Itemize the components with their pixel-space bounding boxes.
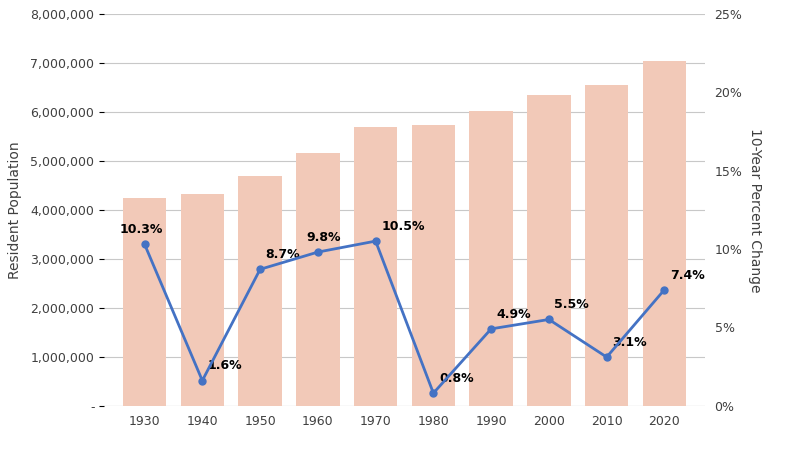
Text: 0.8%: 0.8% bbox=[439, 372, 473, 385]
Bar bbox=[527, 95, 570, 406]
Bar bbox=[354, 127, 397, 406]
Bar bbox=[585, 85, 628, 406]
Y-axis label: 10-Year Percent Change: 10-Year Percent Change bbox=[748, 128, 762, 292]
Text: 7.4%: 7.4% bbox=[670, 269, 705, 282]
Text: 4.9%: 4.9% bbox=[497, 308, 531, 321]
Text: 10.3%: 10.3% bbox=[119, 223, 163, 236]
Text: 9.8%: 9.8% bbox=[307, 231, 341, 244]
Bar bbox=[296, 154, 340, 406]
Bar bbox=[181, 194, 224, 406]
Text: 5.5%: 5.5% bbox=[554, 298, 590, 311]
Bar bbox=[123, 197, 167, 406]
Bar bbox=[642, 61, 686, 406]
Bar bbox=[469, 111, 513, 406]
Y-axis label: Resident Population: Resident Population bbox=[8, 141, 22, 278]
Bar bbox=[239, 176, 282, 406]
Text: 8.7%: 8.7% bbox=[266, 248, 300, 261]
Text: 3.1%: 3.1% bbox=[612, 336, 647, 349]
Text: 1.6%: 1.6% bbox=[208, 360, 243, 372]
Text: 10.5%: 10.5% bbox=[381, 220, 425, 233]
Bar bbox=[412, 124, 455, 406]
